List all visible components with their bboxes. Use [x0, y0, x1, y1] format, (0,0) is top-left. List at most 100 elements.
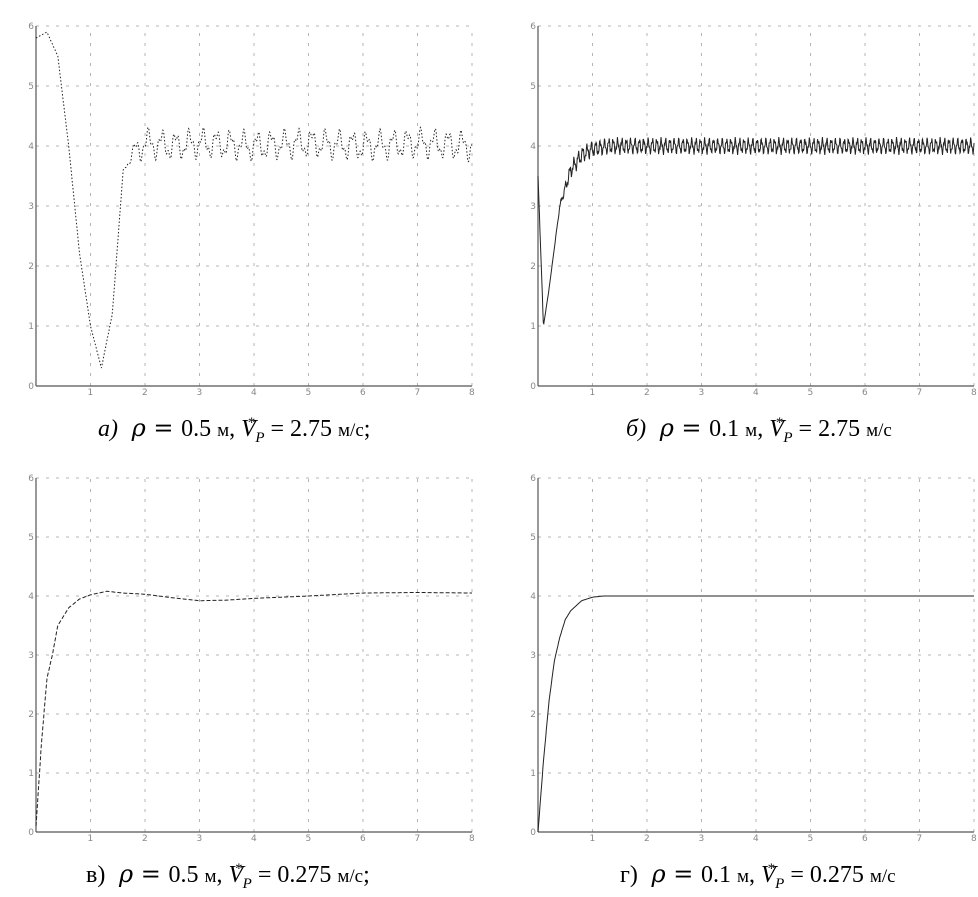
- x-tick-label: 3: [197, 388, 203, 398]
- x-tick-label: 3: [699, 834, 705, 844]
- x-tick-label: 6: [360, 388, 366, 398]
- caption-g-v-value: 0.275: [809, 862, 864, 888]
- grid: [36, 25, 473, 386]
- caption-g-rho-value: 0.1: [700, 862, 731, 888]
- x-tick-label: 5: [306, 388, 312, 398]
- y-tick-label: 5: [28, 533, 34, 543]
- caption-b-rho-unit: м: [745, 420, 758, 441]
- caption-v-rho-unit: м: [204, 866, 217, 887]
- caption-g-v-unit: м/с: [869, 866, 896, 887]
- x-tick-label: 7: [917, 834, 923, 844]
- caption-a-v-unit: м/с: [338, 420, 364, 441]
- caption-g-v-symbol: V: [760, 862, 776, 888]
- x-tick-label: 6: [862, 834, 868, 844]
- chart-b-svg: 1 2 3 4 5 6 7 8 0 1 2 3 4 5 6: [530, 22, 977, 398]
- caption-b-rho-value: 0.1: [709, 416, 740, 442]
- caption-a-label: а): [98, 416, 118, 442]
- caption-a-v-symbol: V: [241, 416, 256, 442]
- y-tick-label: 6: [28, 22, 34, 32]
- y-tick-label: 2: [28, 262, 34, 272]
- caption-v-label: в): [86, 862, 106, 888]
- caption-b: б) ρ = 0.1 м, V*P = 2.75 м/с: [626, 414, 892, 446]
- x-tick-label: 7: [415, 388, 421, 398]
- y-tick-label: 0: [28, 828, 34, 838]
- caption-b-v-symbol: V: [769, 416, 784, 442]
- grid: [36, 477, 473, 832]
- caption-b-rho-symbol: ρ =: [652, 414, 710, 442]
- caption-g-rho-symbol: ρ =: [643, 860, 701, 888]
- chart-a-svg: 1 2 3 4 5 6 7 8 0 1 2 3 4 5 6: [28, 22, 475, 398]
- caption-v-rho-symbol: ρ =: [111, 860, 169, 888]
- y-tick-label: 0: [530, 382, 536, 392]
- caption-a-rho-symbol: ρ =: [124, 414, 182, 442]
- y-tick-label: 1: [530, 769, 536, 779]
- caption-g: г) ρ = 0.1 м, V*P = 0.275 м/с: [620, 860, 896, 892]
- caption-v-v-unit: м/с: [337, 866, 364, 887]
- caption-b-v-value: 2.75: [818, 416, 861, 442]
- y-tick-label: 0: [28, 382, 34, 392]
- series-line-0: [35, 31, 473, 369]
- caption-a-v-value: 2.75: [290, 416, 333, 442]
- chart-v-svg: 1 2 3 4 5 6 7 8 0 1 2 3 4 5 6: [28, 474, 475, 844]
- y-tick-label: 4: [28, 142, 34, 152]
- caption-g-label: г): [620, 862, 638, 888]
- y-tick-label: 3: [28, 651, 34, 661]
- caption-v-rho-value: 0.5: [168, 862, 199, 888]
- x-tick-label: 1: [590, 834, 596, 844]
- y-tick-label: 1: [530, 322, 536, 332]
- caption-a-rho-value: 0.5: [181, 416, 212, 442]
- caption-v-end: ;: [363, 862, 370, 888]
- y-tick-label: 5: [530, 533, 536, 543]
- y-tick-label: 0: [530, 828, 536, 838]
- chart-panel-v: 1 2 3 4 5 6 7 8 0 1 2 3 4 5 6: [28, 472, 476, 844]
- y-tick-label: 1: [28, 769, 34, 779]
- caption-g-rho-unit: м: [736, 866, 749, 887]
- grid: [538, 477, 975, 832]
- y-tick-label: 1: [28, 322, 34, 332]
- y-tick-label: 5: [530, 82, 536, 92]
- chart-panel-a: 1 2 3 4 5 6 7 8 0 1 2 3 4 5 6: [28, 20, 476, 398]
- y-tick-label: 3: [28, 202, 34, 212]
- x-tick-label: 1: [88, 388, 94, 398]
- x-tick-label: 6: [360, 834, 366, 844]
- chart-g-svg: 1 2 3 4 5 6 7 8 0 1 2 3 4 5 6: [530, 474, 977, 844]
- series-line-0: [537, 595, 974, 833]
- y-tick-label: 4: [530, 142, 536, 152]
- y-tick-label: 4: [28, 592, 34, 602]
- caption-b-label: б): [626, 416, 647, 442]
- x-tick-label: 4: [753, 388, 759, 398]
- x-tick-label: 5: [808, 388, 814, 398]
- series-line-0: [537, 137, 975, 326]
- x-tick-label: 1: [590, 388, 596, 398]
- y-tick-label: 4: [530, 592, 536, 602]
- y-tick-label: 6: [28, 474, 34, 484]
- x-tick-label: 4: [753, 834, 759, 844]
- y-tick-label: 3: [530, 651, 536, 661]
- x-tick-label: 3: [699, 388, 705, 398]
- caption-a-end: ;: [363, 416, 371, 442]
- x-tick-label: 4: [251, 834, 257, 844]
- caption-v-v-symbol: V: [228, 862, 244, 888]
- caption-v: в) ρ = 0.5 м, V*P = 0.275 м/с;: [86, 860, 370, 892]
- y-tick-label: 2: [28, 710, 34, 720]
- x-tick-label: 4: [251, 388, 257, 398]
- x-tick-label: 2: [142, 834, 148, 844]
- series-line-0: [35, 590, 473, 827]
- x-tick-label: 5: [306, 834, 312, 844]
- caption-a: а) ρ = 0.5 м, V*P = 2.75 м/с;: [98, 414, 371, 446]
- x-tick-label: 7: [415, 834, 421, 844]
- x-tick-label: 5: [808, 834, 814, 844]
- caption-a-rho-unit: м: [217, 420, 230, 441]
- y-tick-label: 6: [530, 474, 536, 484]
- chart-panel-g: 1 2 3 4 5 6 7 8 0 1 2 3 4 5 6: [530, 472, 978, 844]
- y-tick-label: 2: [530, 262, 536, 272]
- y-tick-label: 2: [530, 710, 536, 720]
- x-tick-label: 3: [197, 834, 203, 844]
- y-tick-label: 5: [28, 82, 34, 92]
- grid: [538, 25, 975, 386]
- x-tick-label: 8: [469, 834, 475, 844]
- chart-panel-b: 1 2 3 4 5 6 7 8 0 1 2 3 4 5 6: [530, 20, 978, 398]
- x-tick-label: 2: [644, 388, 650, 398]
- x-tick-label: 1: [88, 834, 94, 844]
- y-tick-label: 6: [530, 22, 536, 32]
